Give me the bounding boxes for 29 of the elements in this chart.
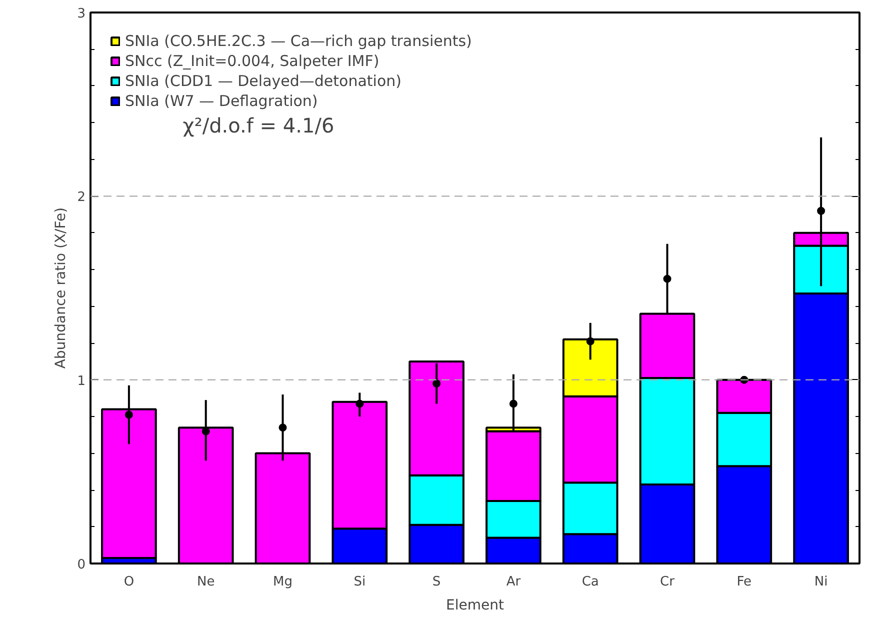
legend-label: SNcc (Z_Init=0.004, Salpeter IMF) <box>125 52 380 70</box>
legend-label: SNIa (CDD1 — Delayed—detonation) <box>125 72 402 90</box>
x-tick-label: Fe <box>736 574 752 590</box>
point <box>278 424 287 432</box>
x-tick-label: Ni <box>814 574 828 590</box>
point <box>356 400 364 408</box>
legend-label: SNIa (CO.5HE.2C.3 — Ca—rich gap transients) <box>125 32 472 50</box>
annotation: χ²/d.o.f = 4.1/6 <box>182 113 334 138</box>
point <box>817 206 826 215</box>
x-tick-label: Ne <box>196 574 215 590</box>
y-tick-label: 2 <box>77 190 86 206</box>
point <box>586 337 594 346</box>
y-tick-label: 1 <box>77 374 86 389</box>
y-axis-title: Abundance ratio (X/Fe) <box>53 207 70 369</box>
legend-label: SNIa (W7 — Deflagration) <box>125 92 318 110</box>
x-tick-label: O <box>124 574 134 590</box>
x-tick-label: Ca <box>582 574 599 590</box>
x-tick-label: Cr <box>660 574 676 590</box>
x-tick-label: Mg <box>273 574 292 590</box>
y-tick-label: 3 <box>77 6 86 22</box>
x-tick-label: S <box>432 574 441 590</box>
y-tick-label: 0 <box>77 558 86 572</box>
point <box>124 410 133 419</box>
x-tick-label: Ar <box>506 574 522 590</box>
point <box>509 400 518 408</box>
point <box>663 274 672 283</box>
x-axis-title: Element <box>446 598 504 614</box>
x-tick-label: Si <box>354 574 366 590</box>
point <box>432 380 441 388</box>
